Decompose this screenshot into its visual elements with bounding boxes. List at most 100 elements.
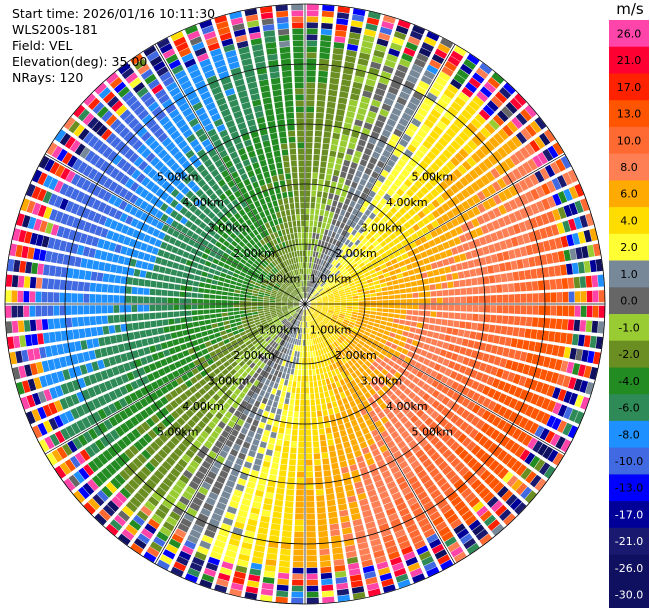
gate-1464 <box>568 291 575 303</box>
gate-1913 <box>320 312 326 316</box>
gate-4225 <box>228 315 235 320</box>
gate-1773 <box>361 322 368 328</box>
gate-79 <box>315 112 324 119</box>
gate-1033 <box>331 288 338 292</box>
gate-2602 <box>316 337 320 344</box>
gate-2857 <box>310 399 315 406</box>
gate-3675 <box>296 308 301 313</box>
gate-1381 <box>364 297 371 301</box>
gate-553 <box>354 224 361 231</box>
gate-174 <box>332 132 341 140</box>
gate-3474 <box>156 531 169 542</box>
gate-2011 <box>319 313 325 318</box>
gate-378 <box>383 97 394 107</box>
gate-773 <box>471 135 483 147</box>
gate-2862 <box>312 429 318 436</box>
gate-4636 <box>117 255 125 265</box>
gate-1652 <box>516 339 524 349</box>
gate-4815 <box>223 263 230 270</box>
gate-2775 <box>336 492 345 499</box>
gate-446 <box>321 267 326 273</box>
gate-1459 <box>538 292 545 303</box>
gate-2180 <box>411 405 420 414</box>
gate-3064 <box>279 464 288 471</box>
gate-4622 <box>199 276 207 283</box>
gate-2588 <box>394 529 406 539</box>
gate-4327 <box>203 309 210 314</box>
gate-1670 <box>334 310 340 313</box>
gate-482 <box>420 75 433 85</box>
gate-1901 <box>519 403 529 415</box>
gate-826 <box>497 128 509 141</box>
gate-3284 <box>297 315 301 321</box>
gate-3790 <box>213 368 221 375</box>
gate-1177 <box>316 298 322 301</box>
gate-2768 <box>329 450 337 458</box>
gate-3282 <box>199 579 213 589</box>
gate-2040 <box>461 409 471 420</box>
gate-1106 <box>464 232 473 241</box>
gate-259 <box>328 211 334 219</box>
gate-645 <box>339 257 345 264</box>
gate-3280 <box>203 567 217 577</box>
gate-1829 <box>398 341 406 348</box>
gate-3035 <box>276 584 289 592</box>
gate-3354 <box>240 427 249 435</box>
gate-903 <box>412 223 420 232</box>
gate-1581 <box>388 313 395 318</box>
gate-2983 <box>292 567 304 574</box>
gate-796 <box>363 248 370 255</box>
gate-2889 <box>321 590 334 598</box>
gate-2168 <box>360 356 367 363</box>
gate-1010 <box>466 209 476 219</box>
gate-248 <box>311 275 314 282</box>
gate-1261 <box>519 246 528 257</box>
gate-2526 <box>374 454 383 463</box>
gate-1405 <box>508 283 515 293</box>
gate-4458 <box>5 290 12 303</box>
gate-3410 <box>213 460 223 469</box>
gate-2826 <box>327 505 337 513</box>
gate-4483 <box>149 288 156 296</box>
gate-3189 <box>294 332 298 339</box>
gate-229 <box>348 99 358 107</box>
gate-1674 <box>357 315 364 320</box>
gate-3599 <box>209 407 218 415</box>
gate-2985 <box>292 579 304 586</box>
gate-2186 <box>437 429 447 439</box>
gate-692 <box>333 268 339 275</box>
gate-450 <box>332 245 338 252</box>
gate-716 <box>430 162 440 172</box>
gate-3605 <box>185 434 195 443</box>
gate-1583 <box>399 314 406 320</box>
gate-1853 <box>530 393 540 405</box>
gate-1247 <box>438 267 446 275</box>
gate-2722 <box>340 466 349 474</box>
gate-2866 <box>313 453 321 460</box>
gate-3500 <box>224 411 233 419</box>
gate-3711 <box>136 453 148 464</box>
gate-4627 <box>170 269 178 276</box>
gate-2648 <box>309 321 313 327</box>
gate-1116 <box>519 207 529 219</box>
gate-2378 <box>394 435 403 444</box>
gate-3272 <box>220 523 232 532</box>
gate-1895 <box>487 388 496 398</box>
gate-419 <box>374 145 383 154</box>
gate-906 <box>426 213 435 222</box>
gate-1216 <box>539 227 548 239</box>
gate-2015 <box>339 327 345 332</box>
gate-795 <box>358 252 365 259</box>
gate-1533 <box>394 309 401 314</box>
gate-1425 <box>335 302 341 304</box>
gate-2005 <box>537 443 548 456</box>
gate-2230 <box>410 415 419 424</box>
gate-4725 <box>174 255 182 263</box>
gate-1838 <box>447 360 456 369</box>
gate-348 <box>318 265 322 271</box>
gate-106 <box>311 244 314 251</box>
gate-684 <box>487 77 501 89</box>
gate-2010 <box>314 310 320 315</box>
gate-3056 <box>287 416 293 423</box>
gate-771 <box>462 144 474 155</box>
